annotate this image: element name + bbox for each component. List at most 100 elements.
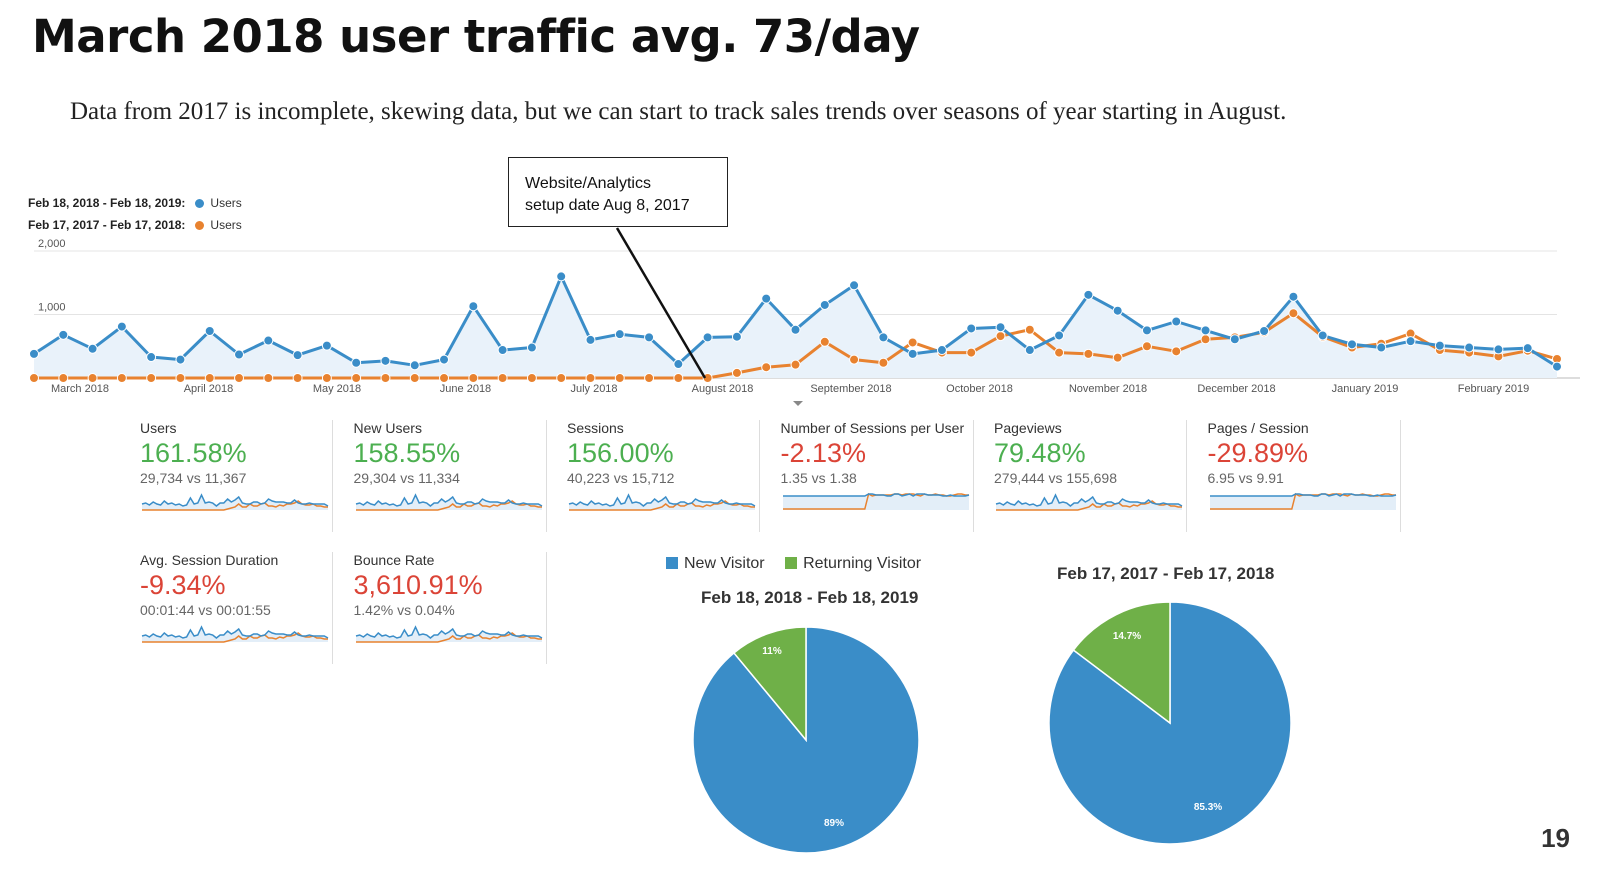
pie-slice-label: 14.7%: [1113, 631, 1141, 642]
metric-comparison: 29,304 vs 11,334: [353, 470, 460, 486]
sparkline-current: [568, 493, 756, 507]
data-point-previous: [321, 373, 332, 383]
data-point-current: [585, 334, 596, 345]
sparkline-area: [782, 494, 969, 510]
data-point-current: [29, 348, 39, 359]
legend-current-label: Users: [210, 196, 242, 210]
metric-label: Users: [140, 420, 177, 436]
legend-previous-period: Feb 17, 2017 - Feb 17, 2018: Users: [28, 218, 242, 232]
data-point-current: [761, 293, 772, 304]
metric-sparkline: [141, 493, 329, 511]
x-tick-label: November 2018: [1069, 383, 1147, 395]
data-point-current: [1493, 344, 1504, 355]
metric-comparison: 40,223 vs 15,712: [567, 470, 675, 486]
data-point-current: [878, 332, 889, 343]
data-point-previous: [644, 373, 655, 383]
x-tick-label: April 2018: [184, 383, 234, 395]
data-point-previous: [790, 359, 801, 370]
data-point-previous: [351, 373, 362, 383]
data-point-current: [292, 350, 303, 361]
data-point-previous: [87, 373, 98, 383]
data-point-previous: [526, 373, 537, 383]
data-point-previous: [702, 373, 713, 383]
data-point-previous: [673, 373, 684, 383]
metric-tile: Avg. Session Duration -9.34% 00:01:44 vs 0…: [140, 552, 333, 664]
data-point-current: [995, 322, 1006, 333]
metric-label: Number of Sessions per User: [780, 420, 965, 436]
sparkline-current: [141, 625, 329, 639]
data-point-previous: [1024, 324, 1035, 335]
data-point-current: [58, 329, 69, 340]
data-point-previous: [234, 373, 245, 383]
x-tick-label: March 2018: [51, 383, 109, 395]
metric-tile: Sessions 156.00% 40,223 vs 15,712: [567, 420, 760, 532]
metric-sparkline: [782, 492, 969, 510]
data-point-previous: [380, 373, 391, 383]
data-point-current: [1229, 334, 1240, 345]
data-point-current: [1522, 343, 1533, 354]
data-point-current: [936, 345, 947, 356]
data-point-current: [1112, 305, 1123, 316]
new-visitor-swatch-icon: [666, 557, 678, 569]
metric-value: -9.34%: [140, 570, 226, 600]
data-point-current: [1376, 342, 1387, 353]
pie-slice-label: 89%: [824, 818, 844, 829]
data-point-previous: [585, 373, 596, 383]
metric-value: -29.89%: [1207, 438, 1309, 468]
data-point-previous: [907, 337, 918, 348]
metric-sparkline: [141, 625, 329, 643]
data-point-previous: [1288, 308, 1299, 319]
metric-value: 161.58%: [140, 438, 247, 468]
pie-slice-returning-visitor: [1072, 601, 1171, 725]
data-point-previous: [966, 347, 977, 358]
metric-sparkline: [1209, 492, 1396, 510]
data-point-previous: [1083, 348, 1094, 359]
metric-value: 156.00%: [567, 438, 674, 468]
x-tick-label: February 2019: [1458, 383, 1530, 395]
sparkline-current: [995, 493, 1183, 507]
x-tick-label: September 2018: [810, 383, 891, 395]
x-tick-label: August 2018: [692, 383, 754, 395]
data-point-current: [790, 324, 801, 335]
metric-comparison: 279,444 vs 155,698: [994, 470, 1117, 486]
x-tick-label: July 2018: [570, 383, 617, 395]
pie-slice-returning-visitor: [732, 626, 807, 743]
metric-tile: Pages / Session -29.89% 6.95 vs 9.91: [1208, 420, 1401, 532]
data-point-previous: [497, 373, 508, 383]
data-point-current: [175, 354, 186, 365]
data-point-current: [849, 280, 860, 291]
sparkline-current: [355, 625, 542, 639]
data-point-previous: [1054, 347, 1065, 358]
data-point-current: [731, 331, 742, 342]
metric-tile: Pageviews 79.48% 279,444 vs 155,698: [994, 420, 1187, 532]
x-tick-label: January 2019: [1332, 383, 1399, 395]
metric-comparison: 00:01:44 vs 00:01:55: [140, 602, 271, 618]
data-point-current: [146, 352, 157, 363]
legend-blue-dot-icon: [195, 199, 205, 208]
metric-sparkline: [355, 493, 542, 511]
data-point-current: [1259, 326, 1270, 337]
metric-label: Bounce Rate: [353, 552, 435, 568]
data-point-previous: [116, 373, 127, 383]
data-point-previous: [204, 373, 215, 383]
data-point-current: [204, 326, 215, 337]
slide-subtitle: Data from 2017 is incomplete, skewing da…: [70, 98, 1287, 125]
data-point-current: [409, 360, 420, 371]
pie-legend: New Visitor Returning Visitor: [666, 555, 921, 573]
metric-comparison: 1.35 vs 1.38: [780, 470, 857, 486]
data-point-previous: [468, 373, 479, 383]
metric-sparkline: [355, 625, 542, 643]
data-point-previous: [263, 373, 274, 383]
metric-label: Pageviews: [994, 420, 1062, 436]
metric-value: -2.13%: [780, 438, 867, 468]
data-point-current: [614, 329, 625, 340]
metric-sparkline: [568, 493, 756, 511]
data-point-current: [321, 340, 332, 351]
x-tick-label: October 2018: [946, 383, 1013, 395]
returning-visitor-swatch-icon: [785, 557, 798, 569]
callout-pointer-line: [615, 227, 707, 379]
slide-title: March 2018 user traffic avg. 73/day: [32, 10, 920, 63]
data-point-previous: [1112, 352, 1123, 363]
x-tick-label: May 2018: [313, 383, 361, 395]
metric-sparkline: [995, 493, 1183, 511]
